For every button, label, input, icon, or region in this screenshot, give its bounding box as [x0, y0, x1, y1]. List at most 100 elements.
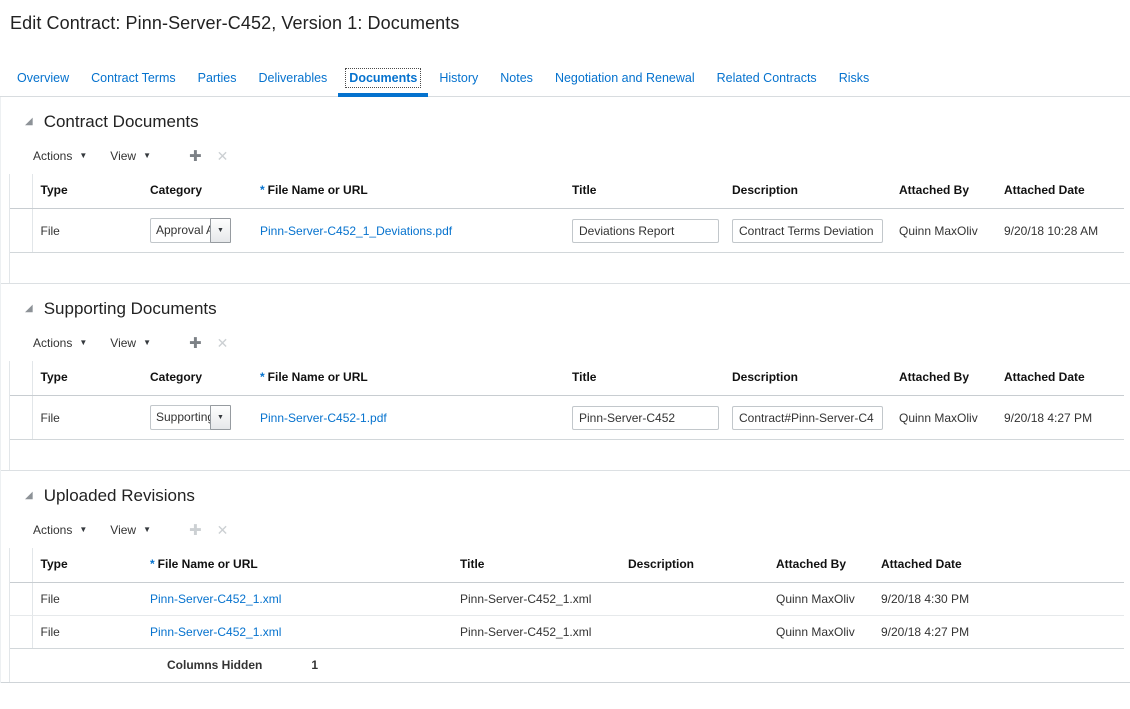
tab-contract-terms[interactable]: Contract Terms: [91, 71, 176, 85]
actions-menu-button[interactable]: Actions ▼: [33, 336, 88, 350]
chevron-down-icon: ▼: [143, 525, 151, 534]
title-input[interactable]: [572, 218, 719, 243]
documents-tab-content: ◢ Contract Documents Actions ▼ View ▼ ✚ …: [0, 97, 1130, 683]
collapse-icon[interactable]: ◢: [25, 303, 33, 314]
view-menu-button[interactable]: View ▼: [110, 523, 151, 537]
tab-related-contracts[interactable]: Related Contracts: [716, 71, 817, 85]
row-selector-header: [10, 548, 33, 583]
chevron-down-icon: ▼: [217, 226, 224, 234]
table-header-row: Type * File Name or URL Title Description…: [10, 548, 1124, 583]
description-cell: [724, 208, 891, 253]
file-link[interactable]: Pinn-Server-C452_1.xml: [150, 625, 282, 639]
tab-notes[interactable]: Notes: [500, 71, 533, 85]
file-link[interactable]: Pinn-Server-C452-1.pdf: [260, 410, 387, 425]
supporting-documents-table-panel: Type Category * File Name or URL Title De…: [9, 361, 1130, 470]
type-cell: File: [32, 395, 142, 440]
column-header-attached-date: Attached Date: [873, 548, 1124, 583]
category-dropdown[interactable]: Approval Abst ▼: [150, 218, 231, 243]
title-cell: Pinn-Server-C452_1.xml: [452, 615, 620, 649]
file-name-cell: Pinn-Server-C452_1.xml: [142, 615, 452, 649]
collapse-icon[interactable]: ◢: [25, 116, 33, 127]
uploaded-revisions-toolbar: Actions ▼ View ▼ ✚ ✕: [1, 506, 1130, 548]
column-header-type: Type: [32, 361, 142, 396]
file-link[interactable]: Pinn-Server-C452_1.xml: [150, 592, 282, 606]
delete-document-icon: ✕: [216, 334, 229, 351]
column-header-title: Title: [564, 361, 724, 396]
section-title: Supporting Documents: [43, 299, 217, 318]
file-link[interactable]: Pinn-Server-C452_1_Deviations.pdf: [260, 223, 453, 238]
chevron-down-icon: ▼: [217, 413, 224, 421]
add-document-icon[interactable]: ✚: [189, 148, 202, 165]
chevron-down-icon: ▼: [143, 338, 151, 347]
delete-document-icon: ✕: [216, 147, 229, 164]
attached-date-cell: 9/20/18 4:27 PM: [873, 615, 1124, 649]
view-menu-button[interactable]: View ▼: [110, 336, 151, 350]
dropdown-arrow-button[interactable]: ▼: [210, 405, 231, 430]
file-name-cell: Pinn-Server-C452_1.xml: [142, 582, 452, 616]
category-dropdown[interactable]: Supporting D ▼: [150, 405, 231, 430]
row-selector-header: [10, 174, 33, 209]
table-header-row: Type Category * File Name or URL Title De…: [10, 174, 1124, 209]
required-icon: *: [260, 370, 265, 384]
section-supporting-documents: ◢ Supporting Documents Actions ▼ View ▼ …: [1, 283, 1130, 470]
attached-by-cell: Quinn MaxOliv: [768, 615, 873, 649]
tab-history[interactable]: History: [439, 71, 479, 85]
add-document-icon: ✚: [189, 522, 202, 539]
table-header-row: Type Category * File Name or URL Title De…: [10, 361, 1124, 396]
description-input[interactable]: [732, 405, 883, 430]
view-menu-button[interactable]: View ▼: [110, 149, 151, 163]
column-header-attached-by: Attached By: [768, 548, 873, 583]
table-row: File Approval Abst ▼ Pinn-Server-C452_1_…: [10, 208, 1124, 253]
dropdown-arrow-button[interactable]: ▼: [210, 218, 231, 243]
tab-overview[interactable]: Overview: [17, 71, 70, 85]
chevron-down-icon: ▼: [79, 151, 88, 160]
table-row: File Pinn-Server-C452_1.xml Pinn-Server-…: [10, 615, 1124, 649]
section-title: Uploaded Revisions: [43, 486, 195, 505]
column-header-type: Type: [32, 174, 142, 209]
supporting-documents-table: Type Category * File Name or URL Title De…: [10, 361, 1124, 440]
title-cell: Pinn-Server-C452_1.xml: [452, 582, 620, 616]
column-header-attached-by: Attached By: [891, 174, 996, 209]
type-cell: File: [32, 582, 142, 616]
attached-date-cell: 9/20/18 4:27 PM: [996, 395, 1124, 440]
tab-documents[interactable]: Documents: [338, 68, 429, 97]
section-title: Contract Documents: [43, 112, 199, 131]
uploaded-revisions-table-panel: Type * File Name or URL Title Description…: [9, 548, 1130, 682]
column-header-title: Title: [564, 174, 724, 209]
collapse-icon[interactable]: ◢: [25, 490, 33, 501]
column-header-description: Description: [724, 174, 891, 209]
tab-risks[interactable]: Risks: [838, 71, 870, 85]
row-selector-cell[interactable]: [10, 208, 33, 253]
supporting-documents-header: ◢ Supporting Documents: [1, 284, 1130, 319]
page-title: Edit Contract: Pinn-Server-C452, Version…: [10, 13, 460, 33]
column-header-category: Category: [142, 174, 252, 209]
actions-menu-button[interactable]: Actions ▼: [33, 523, 88, 537]
contract-documents-table-panel: Type Category * File Name or URL Title De…: [9, 174, 1130, 283]
title-input[interactable]: [572, 405, 719, 430]
row-selector-cell[interactable]: [10, 615, 33, 649]
description-cell: [620, 615, 768, 649]
add-document-icon[interactable]: ✚: [189, 335, 202, 352]
title-cell: [564, 395, 724, 440]
title-cell: [564, 208, 724, 253]
column-header-type: Type: [32, 548, 142, 583]
section-contract-documents: ◢ Contract Documents Actions ▼ View ▼ ✚ …: [1, 97, 1130, 283]
supporting-documents-toolbar: Actions ▼ View ▼ ✚ ✕: [1, 319, 1130, 361]
file-name-cell: Pinn-Server-C452_1_Deviations.pdf: [252, 208, 564, 253]
tab-deliverables[interactable]: Deliverables: [258, 71, 328, 85]
description-input[interactable]: [732, 218, 883, 243]
row-selector-cell[interactable]: [10, 582, 33, 616]
tab-negotiation-and-renewal[interactable]: Negotiation and Renewal: [554, 71, 695, 85]
tab-parties[interactable]: Parties: [197, 71, 237, 85]
attached-by-cell: Quinn MaxOliv: [768, 582, 873, 616]
contract-documents-table: Type Category * File Name or URL Title De…: [10, 174, 1124, 253]
type-cell: File: [32, 615, 142, 649]
actions-menu-button[interactable]: Actions ▼: [33, 149, 88, 163]
uploaded-revisions-header: ◢ Uploaded Revisions: [1, 471, 1130, 506]
section-uploaded-revisions: ◢ Uploaded Revisions Actions ▼ View ▼ ✚ …: [1, 470, 1130, 683]
chevron-down-icon: ▼: [79, 338, 88, 347]
panel-bottom-border: [1, 682, 1130, 683]
columns-hidden-value: 1: [311, 658, 319, 672]
row-selector-cell[interactable]: [10, 395, 33, 440]
chevron-down-icon: ▼: [143, 151, 151, 160]
